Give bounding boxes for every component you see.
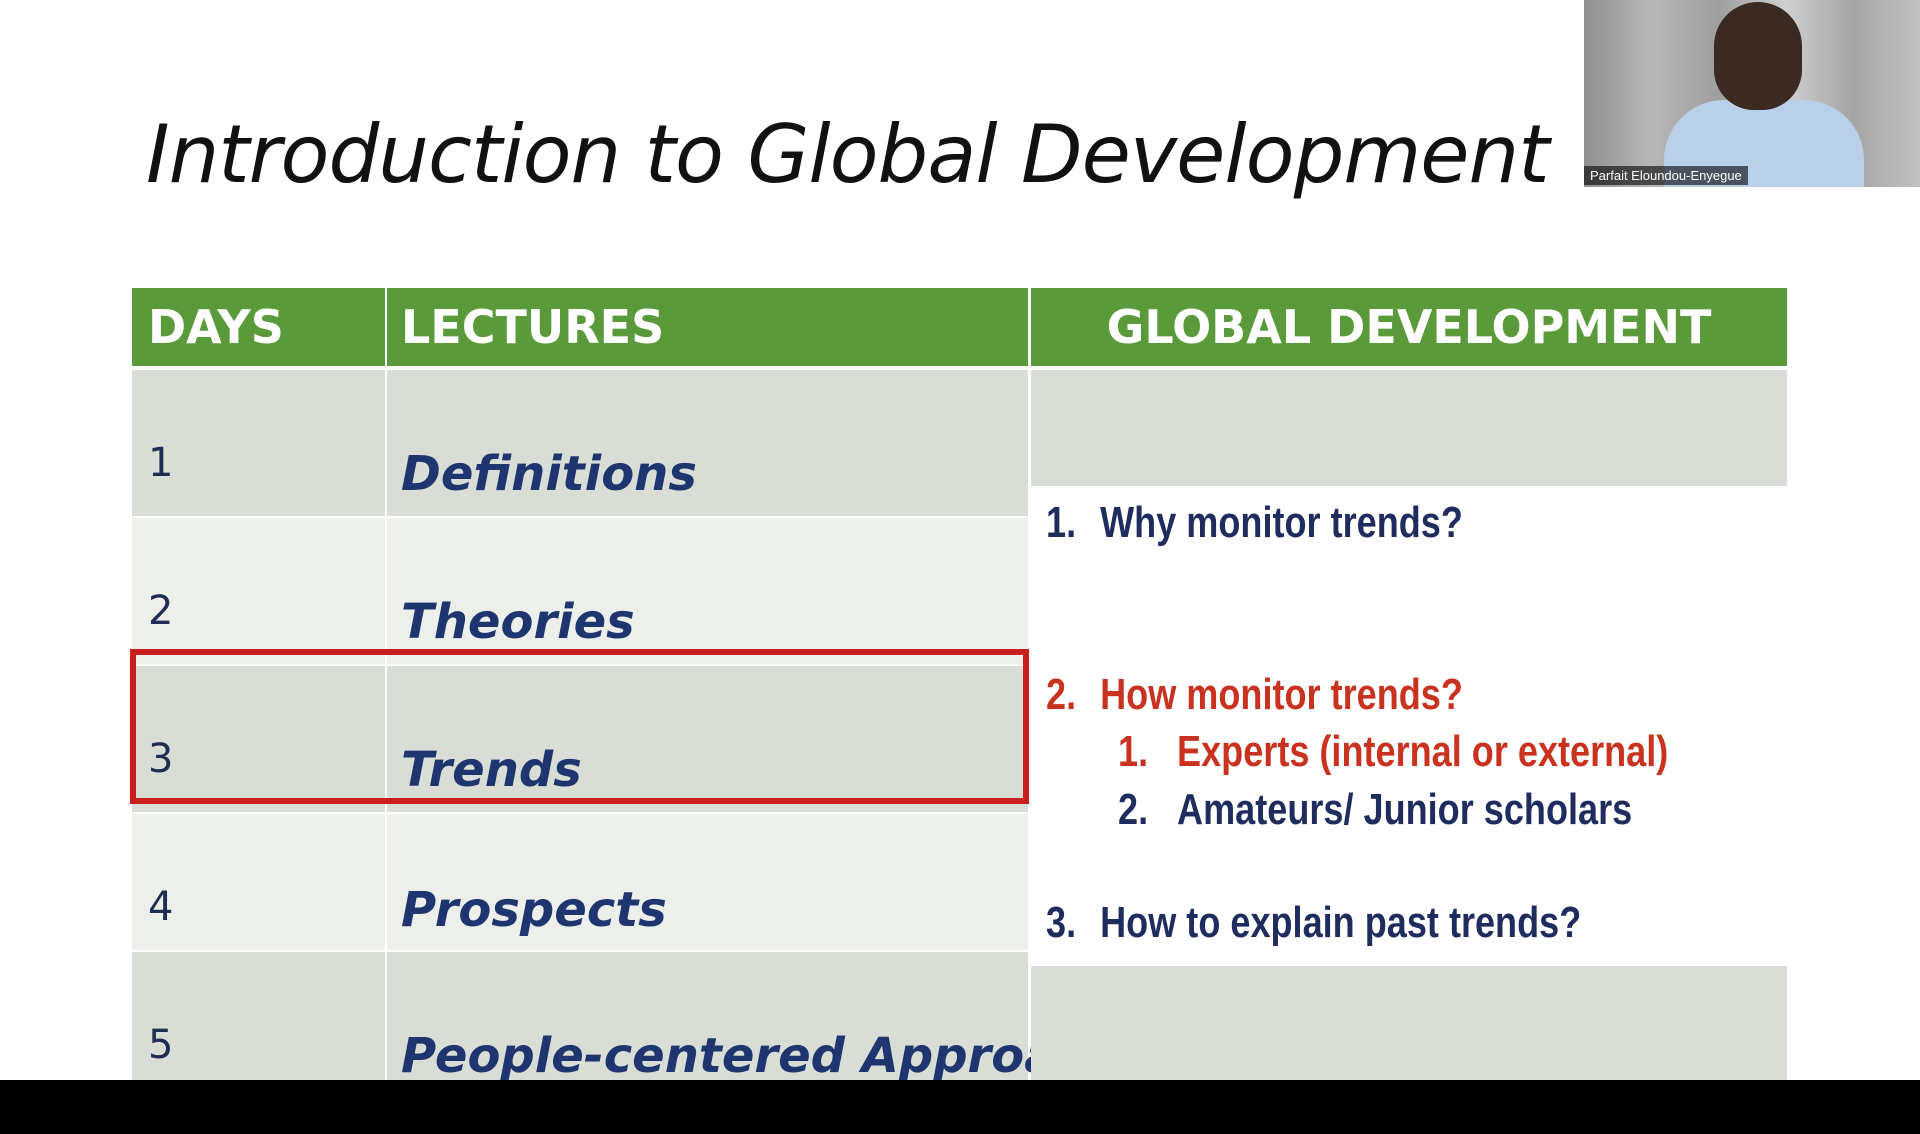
table-row-day-cell: 1 [132, 370, 385, 516]
global-bottom-band [1031, 966, 1787, 1080]
lecture-name: Theories [401, 594, 635, 650]
gd-subitem-2: 2. Amateurs/ Junior scholars [1118, 785, 1632, 835]
table-row-day-cell: 4 [132, 814, 385, 950]
table-row-lecture-cell: Theories [387, 518, 1028, 664]
header-lectures: LECTURES [387, 288, 1028, 366]
lecture-name: Definitions [401, 446, 697, 502]
gd-item-text: Why monitor trends? [1100, 498, 1463, 547]
gd-item-number: 2. [1046, 670, 1077, 719]
lecture-name: People-centered Approach [401, 1028, 1120, 1080]
global-top-band [1031, 370, 1787, 486]
table-row-day-cell: 3 [132, 666, 385, 812]
day-number: 5 [148, 1022, 174, 1068]
gd-item-1: 1. Why monitor trends? [1046, 498, 1463, 548]
bottom-black-bar [0, 1080, 1920, 1134]
gd-item-text: How to explain past trends? [1100, 898, 1582, 947]
gd-item-2: 2. How monitor trends? [1046, 670, 1463, 720]
slide-title: Introduction to Global Development [146, 108, 1550, 201]
table-row-day-cell: 5 [132, 952, 385, 1080]
day-number: 3 [148, 736, 174, 782]
highlight-box-day-3 [130, 649, 1029, 804]
participant-avatar [1714, 2, 1802, 110]
table-row-day-cell: 2 [132, 518, 385, 664]
header-days: DAYS [132, 288, 385, 366]
gd-item-number: 3. [1046, 898, 1077, 947]
gd-item-number: 1. [1046, 498, 1077, 547]
header-global-development: GLOBAL DEVELOPMENT [1031, 288, 1787, 366]
participant-video-tile[interactable]: Parfait Eloundou-Enyegue [1584, 0, 1920, 187]
global-content-area [1031, 486, 1787, 966]
day-number: 2 [148, 588, 174, 634]
gd-item-3: 3. How to explain past trends? [1046, 898, 1581, 948]
day-number: 1 [148, 440, 174, 486]
table-row-lecture-cell: People-centered Approach [387, 952, 1119, 1080]
gd-subitem-1: 1. Experts (internal or external) [1118, 727, 1668, 777]
day-number: 4 [148, 884, 174, 930]
participant-name-label: Parfait Eloundou-Enyegue [1584, 166, 1748, 185]
lecture-name: Trends [401, 742, 582, 798]
table-row-lecture-cell: Trends [387, 666, 1028, 812]
lecture-name: Prospects [401, 882, 667, 938]
gd-item-text: Experts (internal or external) [1177, 727, 1669, 776]
gd-item-number: 1. [1118, 727, 1149, 776]
gd-item-text: Amateurs/ Junior scholars [1177, 785, 1633, 834]
gd-item-number: 2. [1118, 785, 1149, 834]
gd-item-text: How monitor trends? [1100, 670, 1463, 719]
table-row-lecture-cell: Prospects [387, 814, 1028, 950]
table-row-lecture-cell: Definitions [387, 370, 1028, 516]
